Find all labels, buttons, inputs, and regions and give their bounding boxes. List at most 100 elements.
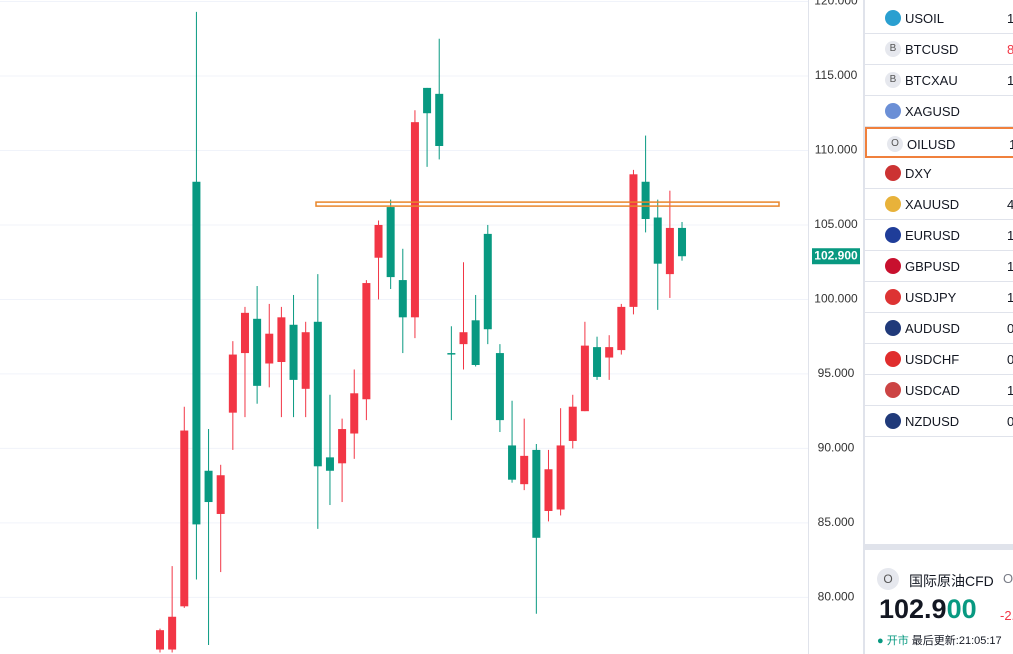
watchlist-row[interactable]: USDCHF 0: [865, 344, 1013, 375]
value: 1: [1007, 228, 1013, 243]
candle-body: [459, 332, 468, 345]
candle-body: [313, 321, 322, 467]
watchlist-row[interactable]: O OILUSD 1: [865, 127, 1013, 158]
watchlist-row[interactable]: B BTCUSD 81: [865, 34, 1013, 65]
candle-body: [447, 353, 456, 355]
status: 开市: [886, 635, 909, 647]
symbol-icon: [885, 289, 901, 305]
price-tag-bg: [812, 248, 860, 265]
candle-body: [580, 345, 589, 412]
candle-body: [605, 347, 614, 358]
candle-body: [593, 347, 602, 377]
candle-body: [192, 181, 201, 525]
symbol-icon: [885, 227, 901, 243]
symbol: GBPUSD: [905, 259, 960, 274]
candle-body: [544, 469, 553, 511]
watchlist-row[interactable]: XAGUSD: [865, 96, 1013, 127]
candle-body: [423, 87, 432, 114]
candle-body: [556, 445, 565, 510]
watchlist-row[interactable]: DXY: [865, 158, 1013, 189]
y-tick-label: 120.000: [814, 0, 858, 8]
y-tick-label: 105.000: [814, 217, 858, 231]
symbol: XAUUSD: [905, 197, 960, 212]
value: 81: [1007, 42, 1013, 57]
value: 0: [1007, 352, 1013, 367]
price-tail: 00: [946, 594, 977, 624]
watchlist-row[interactable]: USDJPY 1: [865, 282, 1013, 313]
horizontal-level: [315, 201, 780, 207]
candle-body: [483, 233, 492, 330]
candle-body: [665, 227, 674, 275]
value: 0: [1007, 414, 1013, 429]
candles: [156, 11, 780, 653]
exchange: O: [1003, 571, 1013, 586]
symbol-icon: B: [885, 72, 901, 88]
candle-body: [228, 354, 237, 413]
candle-body: [338, 429, 347, 464]
symbol-icon: [885, 258, 901, 274]
symbol-icon: O: [887, 136, 903, 152]
candle-body: [617, 306, 626, 351]
watchlist-row[interactable]: USOIL 1: [865, 3, 1013, 34]
candle-body: [471, 320, 480, 365]
chart: 80.000 85.000 90.000 95.000 100.000 105.000 11…: [0, 0, 860, 654]
value: 0: [1007, 321, 1013, 336]
candle-body: [156, 630, 164, 650]
candle-body: [495, 353, 504, 421]
candle-body: [568, 406, 577, 441]
symbol-icon: [885, 413, 901, 429]
candle-body: [653, 217, 662, 264]
watchlist-panel: USOIL 1 B BTCUSD 81 B BTCXAU 1 XAGUSD O OILUSD 1 DXY…: [863, 0, 1013, 654]
watchlist-row[interactable]: USDCAD 1: [865, 375, 1013, 406]
y-tick-label: 85.000: [818, 515, 855, 529]
watchlist-row[interactable]: AUDUSD 0: [865, 313, 1013, 344]
change: -2.: [1000, 608, 1013, 623]
symbol: USDCAD: [905, 383, 960, 398]
candle-body: [277, 317, 286, 363]
candle-body: [168, 616, 177, 650]
symbol-icon: [885, 165, 901, 181]
symbol-icon: [885, 320, 901, 336]
symbol-icon: [885, 382, 901, 398]
candle-body: [508, 445, 517, 480]
price-main: 102.9: [879, 594, 947, 624]
symbol-detail: O 国际原油CFD O 102.900 -2. ● 开市 最后更新:21:05:…: [865, 550, 1013, 654]
candle-body: [180, 430, 189, 607]
candle-body: [240, 312, 249, 354]
candle-body: [641, 181, 650, 219]
price-tag: 102.900: [814, 248, 858, 262]
symbol: OILUSD: [907, 137, 956, 152]
updated: 最后更新:21:05:17: [911, 635, 1002, 647]
candle-body: [532, 449, 541, 538]
candle-body: [678, 227, 687, 257]
symbol-icon: [885, 351, 901, 367]
watchlist-row[interactable]: B BTCXAU 1: [865, 65, 1013, 96]
symbol: BTCXAU: [905, 73, 958, 88]
symbol-icon: [885, 10, 901, 26]
candle-body: [216, 475, 225, 514]
candle-body: [410, 122, 419, 318]
symbol: BTCUSD: [905, 42, 959, 57]
candle-body: [435, 93, 444, 146]
candle-body: [374, 224, 383, 258]
candle-body: [362, 283, 371, 400]
value: 1: [1007, 73, 1013, 88]
candle-body: [289, 324, 298, 380]
value: 4: [1007, 197, 1013, 212]
candle-body: [253, 318, 262, 386]
candle-body: [350, 393, 359, 434]
y-tick-label: 95.000: [818, 366, 855, 380]
value: 1: [1009, 137, 1013, 152]
y-tick-label: 115.000: [815, 68, 858, 82]
watchlist-row[interactable]: NZDUSD 0: [865, 406, 1013, 437]
symbol-icon: [885, 103, 901, 119]
symbol-name: 国际原油CFD: [909, 573, 994, 589]
watchlist-row[interactable]: XAUUSD 4: [865, 189, 1013, 220]
watchlist-row[interactable]: EURUSD 1: [865, 220, 1013, 251]
candle-body: [520, 455, 529, 485]
value: 1: [1007, 11, 1013, 26]
price-axis: 80.000 85.000 90.000 95.000 100.000 105.000 11…: [808, 0, 860, 654]
candle-body: [265, 333, 274, 364]
price: 102.900: [879, 594, 977, 625]
watchlist-row[interactable]: GBPUSD 1: [865, 251, 1013, 282]
